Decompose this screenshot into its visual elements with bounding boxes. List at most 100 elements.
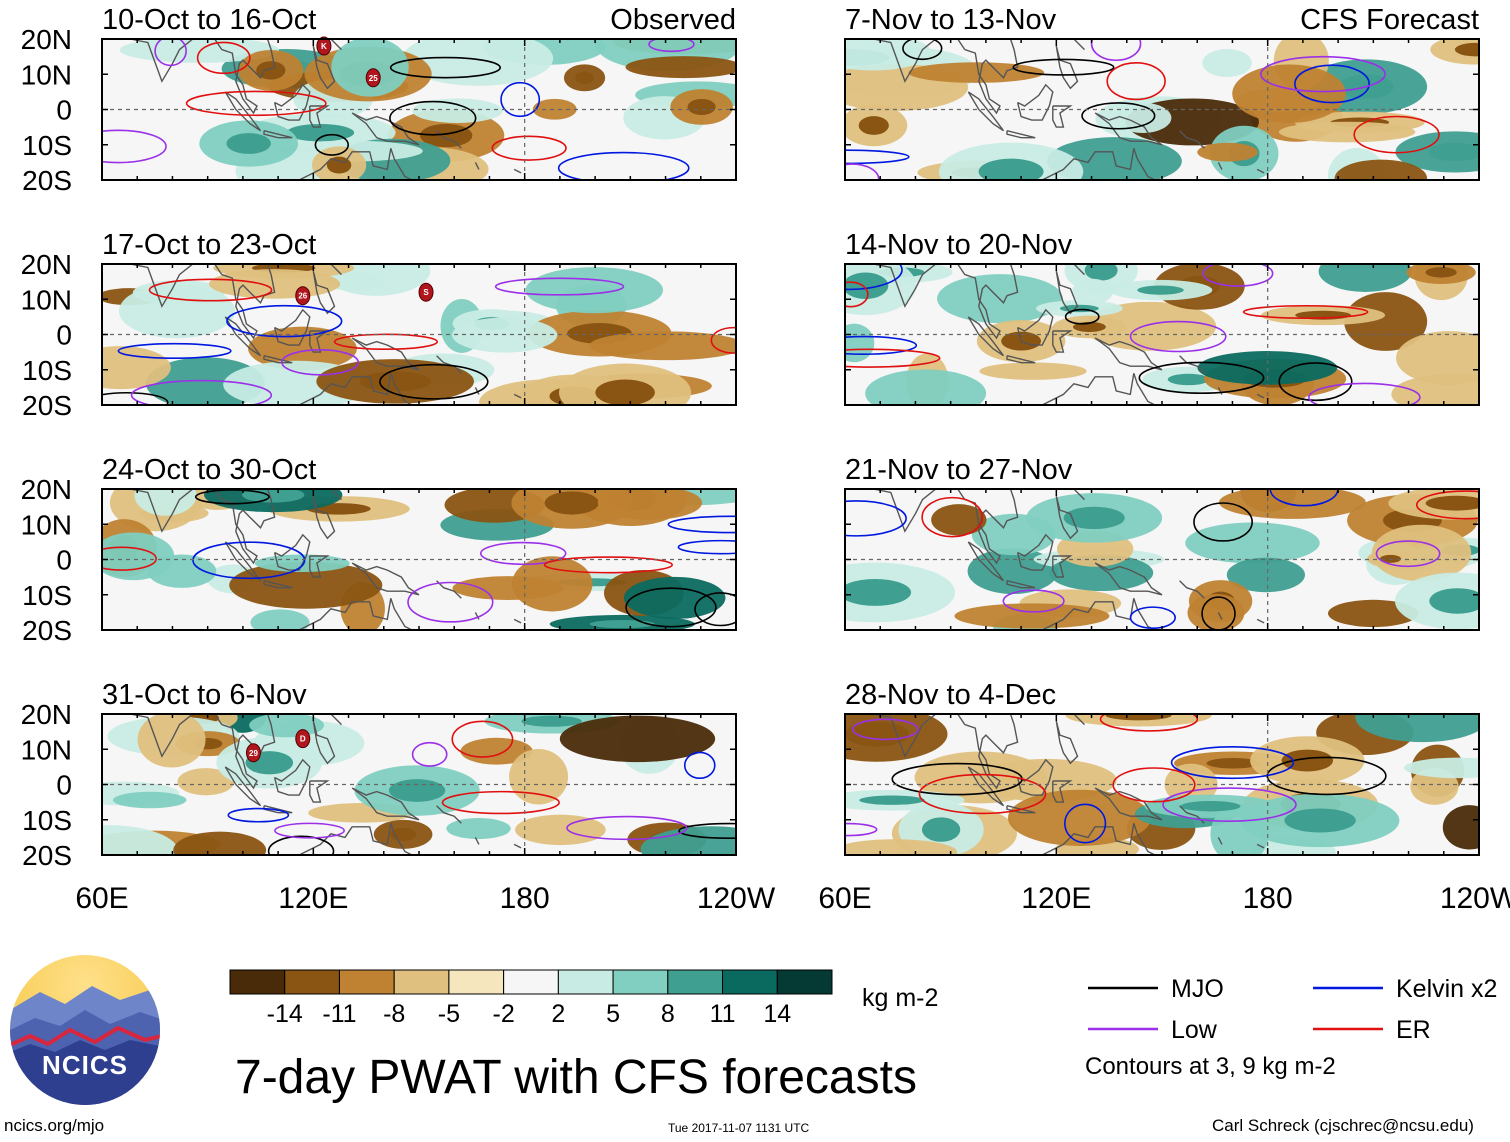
colorbar-swatch <box>393 969 450 995</box>
contour-mjo <box>678 822 736 840</box>
y-tick-label: 20S <box>22 165 72 196</box>
coastline <box>1006 130 1036 139</box>
storm-marker: 25 <box>365 68 381 88</box>
coastline <box>1094 562 1163 596</box>
contour-low <box>1202 264 1274 287</box>
coastline <box>1055 720 1079 765</box>
contour-mjo <box>1193 502 1253 542</box>
anomaly-core <box>1284 808 1356 833</box>
contour-kelvin-x2 <box>683 751 716 780</box>
anomaly-core <box>845 272 889 299</box>
storm-code: 25 <box>369 74 378 83</box>
coastline <box>1073 714 1085 726</box>
anomaly-blob <box>1218 489 1366 519</box>
x-tick-label: 120W <box>1440 882 1510 915</box>
y-tick-label: 20N <box>21 24 72 55</box>
colorbar-label: 11 <box>710 1000 736 1028</box>
y-tick-label: 20N <box>21 699 72 730</box>
coastline <box>221 489 276 565</box>
colorbar-swatch <box>722 969 778 995</box>
contour-mjo <box>379 363 489 400</box>
panel-tag-label: CFS Forecast <box>1300 4 1479 36</box>
contour-kelvin-x2 <box>845 500 907 537</box>
contour-mjo <box>1012 58 1115 76</box>
colorbar-swatch <box>776 969 833 995</box>
anomaly-blob <box>865 369 987 405</box>
y-tick-label: 10S <box>22 580 72 611</box>
contour-low <box>1129 320 1227 353</box>
map-panel: 7-Nov to 13-Nov CFS Forecast <box>844 4 1480 181</box>
logo-ridge-line <box>10 1025 160 1047</box>
contour-low <box>281 348 359 376</box>
anomaly-core <box>859 795 925 805</box>
map-panel: 28-Nov to 4-Dec 60E 120E 180 120W <box>818 679 1510 915</box>
anomaly-core <box>1167 373 1210 386</box>
anomaly-blob <box>640 826 736 855</box>
y-tick-label: 20N <box>21 249 72 280</box>
anomaly-blob <box>177 768 235 796</box>
coastline <box>474 162 480 170</box>
coastline <box>273 533 311 571</box>
coastline <box>263 355 293 364</box>
anomaly-blob <box>248 326 357 371</box>
anomaly-blob <box>625 56 736 79</box>
contour-kelvin-x2 <box>192 541 306 580</box>
coastline <box>312 270 336 315</box>
anomaly-core <box>687 98 716 115</box>
anomaly-core <box>1105 714 1172 721</box>
coastline <box>224 541 262 582</box>
storm-marker: D <box>295 729 311 749</box>
anomaly-blob <box>1007 789 1152 846</box>
anomaly-blob <box>588 331 736 361</box>
colorbar-swatch <box>448 969 505 995</box>
storm-marker: S <box>418 282 434 302</box>
coastline <box>873 714 966 758</box>
contour-mjo <box>389 100 477 136</box>
coastline <box>330 39 342 51</box>
coastline <box>873 264 966 308</box>
anomaly-blob <box>1278 121 1416 143</box>
contour-kelvin-x2 <box>500 81 541 118</box>
coastline <box>297 598 413 630</box>
anomaly-blob <box>1187 594 1245 630</box>
source-link[interactable]: ncics.org/mjo <box>4 1116 105 1135</box>
panel-period-label: 17-Oct to 23-Oct <box>102 229 316 261</box>
coastline <box>130 489 223 533</box>
y-tick-label: 10S <box>22 355 72 386</box>
coastline <box>1016 533 1054 571</box>
units-label: kg m-2 <box>862 984 938 1012</box>
coastline <box>1016 758 1054 796</box>
colorbar-label: -5 <box>438 1000 460 1028</box>
y-tick-label: 0 <box>56 770 72 801</box>
anomaly-blob <box>1185 522 1320 564</box>
coastline <box>1073 489 1085 501</box>
anomaly-blob <box>1344 292 1428 351</box>
map-panel: K 25 10-Oct to 16-Oct Observed 20N 10N 0 10S 20S <box>21 4 737 196</box>
coastline <box>221 39 276 115</box>
storm-code: 26 <box>298 292 307 301</box>
anomaly-core <box>1425 495 1479 511</box>
contour-er <box>1106 62 1166 101</box>
ncics-logo <box>10 955 160 1105</box>
storm-code: D <box>300 735 306 744</box>
anomaly-blob <box>331 39 409 97</box>
contour-low <box>130 379 273 405</box>
anomaly-blob <box>1318 264 1412 292</box>
anomaly-blob <box>532 98 577 120</box>
colorbar: -14 -11 -8 -5 -2 2 5 8 11 14 kg m-2 <box>229 969 938 1028</box>
anomaly-core <box>1084 264 1118 281</box>
contour-er <box>451 720 514 758</box>
contour-kelvin-x2 <box>845 149 910 165</box>
contour-er <box>1112 767 1196 803</box>
anomaly-blob <box>1404 757 1479 779</box>
anomaly-blob <box>460 737 533 765</box>
anomaly-blob <box>412 98 503 123</box>
coastline <box>351 787 420 821</box>
anomaly-blob <box>525 267 664 314</box>
contour-note: Contours at 3, 9 kg m-2 <box>1085 1053 1336 1080</box>
panel-period-label: 7-Nov to 13-Nov <box>845 4 1057 36</box>
anomaly-blob <box>112 791 187 809</box>
coastline <box>130 714 223 758</box>
storm-code: S <box>423 288 429 297</box>
